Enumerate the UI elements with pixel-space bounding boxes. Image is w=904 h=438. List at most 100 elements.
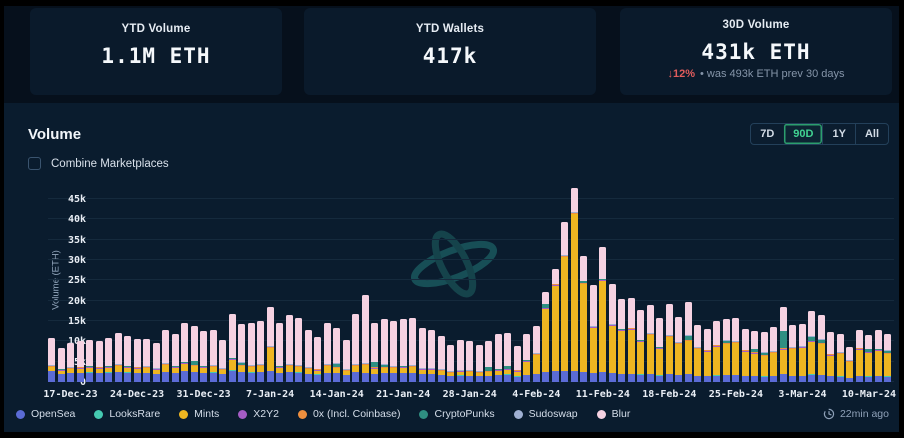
volume-bar[interactable] <box>732 318 740 382</box>
volume-bar[interactable] <box>124 336 132 382</box>
volume-bar[interactable] <box>513 346 521 382</box>
legend-item-0x-incl-coinbase[interactable]: 0x (Incl. Coinbase) <box>297 408 400 420</box>
volume-bar[interactable] <box>57 348 65 382</box>
volume-bar[interactable] <box>276 322 284 382</box>
volume-bar[interactable] <box>380 319 388 382</box>
volume-bar[interactable] <box>485 341 493 382</box>
volume-bar[interactable] <box>209 329 217 382</box>
volume-bar[interactable] <box>855 330 863 382</box>
volume-bar[interactable] <box>428 329 436 382</box>
volume-bar[interactable] <box>779 307 787 382</box>
volume-bar[interactable] <box>456 339 464 382</box>
volume-bar[interactable] <box>827 332 835 382</box>
volume-bar[interactable] <box>694 325 702 382</box>
volume-bar[interactable] <box>646 305 654 382</box>
volume-bar[interactable] <box>551 269 559 382</box>
range-button-90d[interactable]: 90D <box>783 124 823 144</box>
volume-bar[interactable] <box>238 324 246 382</box>
range-button-1y[interactable]: 1Y <box>822 124 854 144</box>
volume-bar[interactable] <box>570 187 578 382</box>
volume-bar[interactable] <box>219 339 227 382</box>
volume-bar[interactable] <box>162 329 170 382</box>
volume-bar[interactable] <box>561 222 569 382</box>
volume-bar[interactable] <box>618 298 626 382</box>
volume-bar[interactable] <box>152 342 160 382</box>
volume-bar[interactable] <box>86 339 94 382</box>
volume-bar[interactable] <box>637 310 645 382</box>
volume-bar[interactable] <box>589 285 597 382</box>
volume-bar[interactable] <box>580 255 588 382</box>
volume-bar[interactable] <box>171 334 179 382</box>
volume-bar[interactable] <box>409 317 417 382</box>
range-button-all[interactable]: All <box>854 124 888 144</box>
legend-item-sudoswap[interactable]: Sudoswap <box>513 408 578 420</box>
volume-bar[interactable] <box>95 340 103 382</box>
volume-bar[interactable] <box>48 338 55 382</box>
volume-bar[interactable] <box>874 329 882 382</box>
volume-bar[interactable] <box>808 311 816 382</box>
volume-bar[interactable] <box>846 347 854 382</box>
volume-bar[interactable] <box>466 341 474 382</box>
volume-bar[interactable] <box>865 335 873 382</box>
volume-bar[interactable] <box>143 338 151 382</box>
volume-bar[interactable] <box>437 336 445 382</box>
volume-bar[interactable] <box>181 322 189 382</box>
range-button-7d[interactable]: 7D <box>760 128 775 140</box>
volume-bar[interactable] <box>314 337 322 382</box>
volume-bar[interactable] <box>342 339 350 382</box>
volume-bar[interactable] <box>504 332 512 382</box>
volume-bar[interactable] <box>656 318 664 382</box>
volume-bar[interactable] <box>751 331 759 382</box>
volume-bar[interactable] <box>399 319 407 382</box>
legend-item-mints[interactable]: Mints <box>179 408 219 420</box>
volume-bar[interactable] <box>789 324 797 382</box>
volume-bar[interactable] <box>200 331 208 382</box>
volume-bar[interactable] <box>627 297 635 382</box>
volume-bar[interactable] <box>599 246 607 382</box>
volume-bar[interactable] <box>304 329 312 382</box>
legend-item-x2y2[interactable]: X2Y2 <box>238 408 279 420</box>
volume-bar[interactable] <box>67 342 74 382</box>
volume-bar[interactable] <box>105 338 113 382</box>
legend-item-looksrare[interactable]: LooksRare <box>94 408 160 420</box>
legend-item-opensea[interactable]: OpenSea <box>16 408 75 420</box>
legend-item-cryptopunks[interactable]: CryptoPunks <box>419 408 495 420</box>
volume-bar[interactable] <box>532 325 540 382</box>
volume-bar[interactable] <box>817 315 825 382</box>
volume-bar[interactable] <box>190 325 198 382</box>
volume-bar[interactable] <box>760 331 768 382</box>
volume-bar[interactable] <box>228 314 236 382</box>
volume-bar[interactable] <box>371 322 379 382</box>
volume-bar[interactable] <box>836 333 844 382</box>
volume-bar[interactable] <box>76 341 84 382</box>
volume-bar[interactable] <box>323 322 331 382</box>
volume-bar[interactable] <box>741 328 749 382</box>
volume-bar[interactable] <box>295 317 303 382</box>
volume-bar[interactable] <box>713 321 721 382</box>
volume-bar[interactable] <box>798 323 806 382</box>
volume-bar[interactable] <box>247 322 255 382</box>
volume-bar[interactable] <box>608 283 616 382</box>
volume-bar[interactable] <box>333 328 341 382</box>
volume-bar[interactable] <box>684 301 692 382</box>
volume-bar[interactable] <box>133 338 141 382</box>
volume-bar[interactable] <box>770 327 778 382</box>
volume-bar[interactable] <box>542 292 550 382</box>
combine-marketplaces-checkbox[interactable] <box>28 157 41 170</box>
volume-bar[interactable] <box>665 303 673 382</box>
volume-bar[interactable] <box>475 344 483 382</box>
volume-bar[interactable] <box>447 344 455 382</box>
volume-bar[interactable] <box>722 318 730 382</box>
volume-bar[interactable] <box>266 306 274 382</box>
volume-bar[interactable] <box>390 321 398 382</box>
volume-bar[interactable] <box>523 333 531 382</box>
legend-item-blur[interactable]: Blur <box>596 408 630 420</box>
volume-bar[interactable] <box>884 334 892 382</box>
volume-bar[interactable] <box>418 327 426 382</box>
volume-bar[interactable] <box>352 314 360 382</box>
volume-bar[interactable] <box>703 328 711 382</box>
volume-bar[interactable] <box>114 332 122 382</box>
volume-bar[interactable] <box>675 316 683 382</box>
volume-bar[interactable] <box>361 295 369 382</box>
volume-bar[interactable] <box>494 334 502 382</box>
